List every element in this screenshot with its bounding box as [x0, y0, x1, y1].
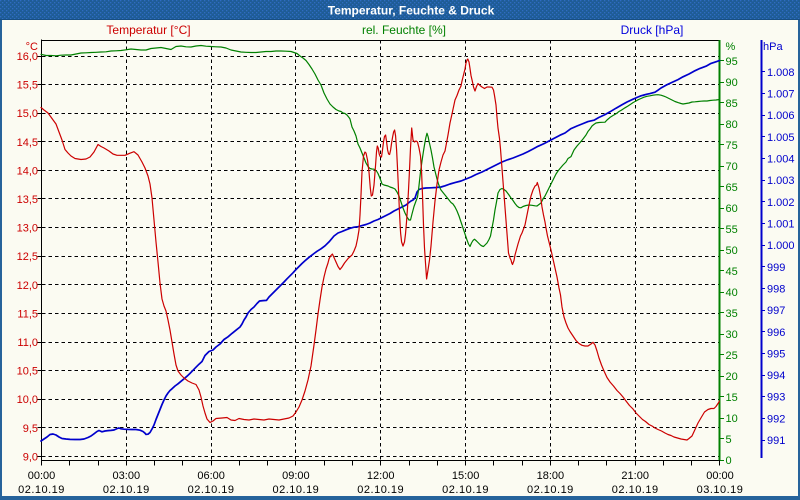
svg-text:999: 999: [767, 262, 785, 274]
svg-text:21:00: 21:00: [621, 470, 649, 482]
svg-text:13,0: 13,0: [17, 223, 38, 235]
svg-text:Temperatur [°C]: Temperatur [°C]: [106, 23, 190, 37]
svg-text:9,0: 9,0: [23, 451, 38, 463]
svg-text:996: 996: [767, 327, 785, 339]
svg-text:02.10.19: 02.10.19: [527, 484, 574, 496]
svg-text:994: 994: [767, 370, 785, 382]
svg-text:80: 80: [726, 119, 738, 131]
svg-text:1.005: 1.005: [767, 132, 795, 144]
svg-text:10,0: 10,0: [17, 394, 38, 406]
svg-text:02.10.19: 02.10.19: [357, 484, 404, 496]
svg-text:10,5: 10,5: [17, 366, 38, 378]
svg-text:02.10.19: 02.10.19: [188, 484, 235, 496]
svg-text:06:00: 06:00: [197, 470, 225, 482]
svg-text:15,5: 15,5: [17, 80, 38, 92]
svg-text:10: 10: [726, 413, 738, 425]
svg-text:14,5: 14,5: [17, 137, 38, 149]
svg-text:65: 65: [726, 182, 738, 194]
svg-text:°C: °C: [26, 41, 38, 53]
svg-text:998: 998: [767, 284, 785, 296]
svg-text:02.10.19: 02.10.19: [612, 484, 659, 496]
svg-text:25: 25: [726, 350, 738, 362]
svg-text:02.10.19: 02.10.19: [18, 484, 65, 496]
svg-text:992: 992: [767, 413, 785, 425]
svg-text:02.10.19: 02.10.19: [442, 484, 489, 496]
svg-text:30: 30: [726, 329, 738, 341]
svg-text:02.10.19: 02.10.19: [103, 484, 150, 496]
svg-text:11,0: 11,0: [17, 337, 38, 349]
svg-text:02.10.19: 02.10.19: [272, 484, 319, 496]
svg-text:hPa: hPa: [763, 41, 783, 53]
svg-text:09:00: 09:00: [282, 470, 310, 482]
svg-text:15:00: 15:00: [452, 470, 480, 482]
svg-text:13,5: 13,5: [17, 194, 38, 206]
svg-text:15: 15: [726, 392, 738, 404]
svg-text:11,5: 11,5: [17, 308, 38, 320]
svg-text:rel. Feuchte [%]: rel. Feuchte [%]: [362, 23, 446, 37]
svg-text:70: 70: [726, 161, 738, 173]
svg-text:55: 55: [726, 224, 738, 236]
svg-text:03.10.19: 03.10.19: [697, 484, 744, 496]
svg-text:45: 45: [726, 266, 738, 278]
svg-text:0: 0: [726, 455, 732, 467]
svg-text:60: 60: [726, 203, 738, 215]
svg-text:14,0: 14,0: [17, 165, 38, 177]
svg-text:1.004: 1.004: [767, 154, 795, 166]
svg-text:1.001: 1.001: [767, 219, 795, 231]
svg-text:991: 991: [767, 435, 785, 447]
svg-text:90: 90: [726, 77, 738, 89]
svg-text:75: 75: [726, 140, 738, 152]
svg-text:95: 95: [726, 56, 738, 68]
svg-text:1.008: 1.008: [767, 67, 795, 79]
svg-text:1.002: 1.002: [767, 197, 795, 209]
svg-text:%: %: [726, 41, 736, 53]
svg-text:20: 20: [726, 371, 738, 383]
svg-text:Temperatur, Feuchte & Druck: Temperatur, Feuchte & Druck: [328, 4, 495, 18]
svg-text:995: 995: [767, 348, 785, 360]
svg-text:15,0: 15,0: [17, 108, 38, 120]
svg-text:1.007: 1.007: [767, 89, 795, 101]
svg-text:50: 50: [726, 245, 738, 257]
svg-text:12,0: 12,0: [17, 280, 38, 292]
svg-text:1.003: 1.003: [767, 175, 795, 187]
svg-text:16,0: 16,0: [17, 51, 38, 63]
svg-text:9,5: 9,5: [23, 423, 38, 435]
svg-text:18:00: 18:00: [537, 470, 565, 482]
svg-text:Druck [hPa]: Druck [hPa]: [621, 23, 684, 37]
svg-text:5: 5: [726, 434, 732, 446]
svg-text:993: 993: [767, 392, 785, 404]
svg-text:00:00: 00:00: [28, 470, 56, 482]
svg-text:1.000: 1.000: [767, 240, 795, 252]
svg-text:1.006: 1.006: [767, 110, 795, 122]
svg-text:00:00: 00:00: [706, 470, 734, 482]
svg-text:35: 35: [726, 308, 738, 320]
svg-text:12:00: 12:00: [367, 470, 395, 482]
svg-text:85: 85: [726, 98, 738, 110]
svg-text:12,5: 12,5: [17, 251, 38, 263]
svg-text:40: 40: [726, 287, 738, 299]
svg-text:03:00: 03:00: [113, 470, 141, 482]
svg-text:997: 997: [767, 305, 785, 317]
